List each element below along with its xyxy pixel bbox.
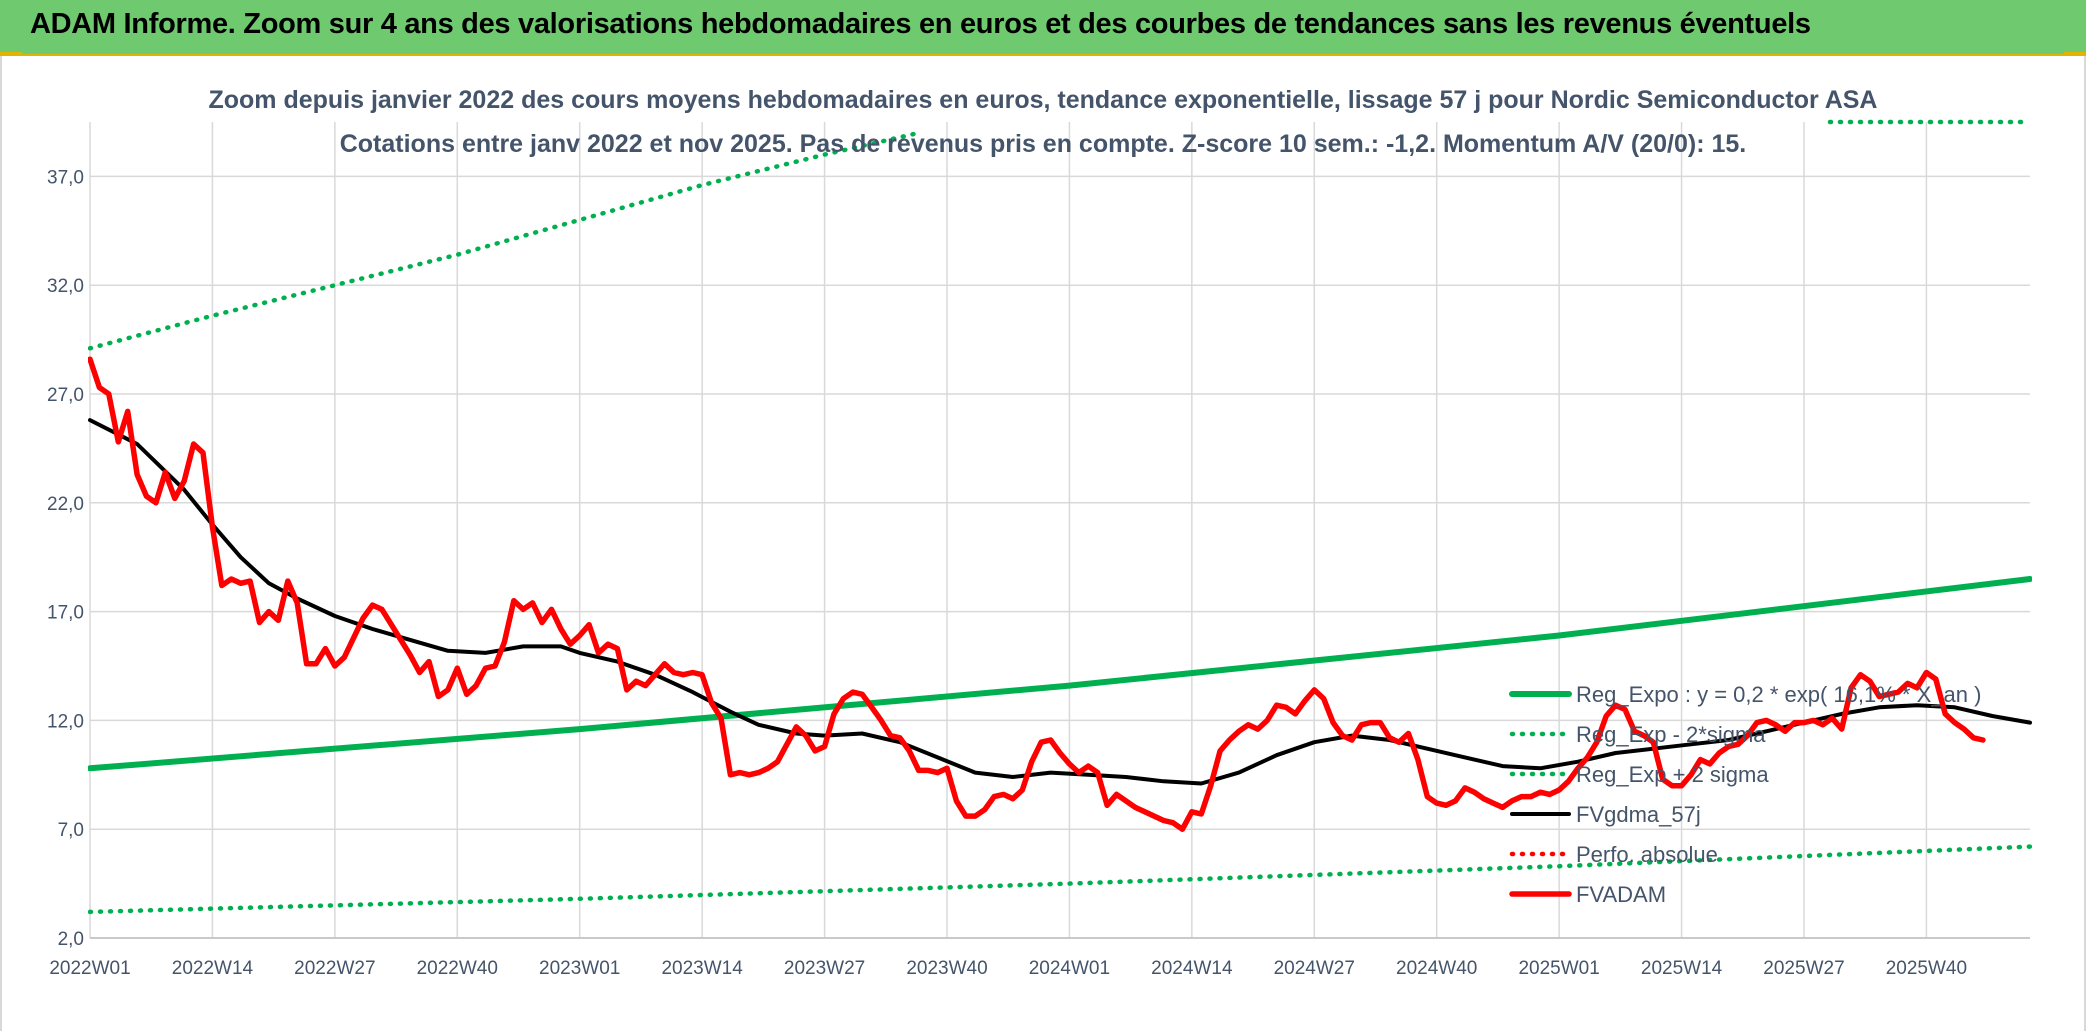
legend-label-4: Perfo. absolue [1576, 842, 1718, 867]
series-line-2 [88, 130, 921, 351]
x-tick-label: 2022W40 [417, 958, 498, 979]
y-tick-label: 12,0 [47, 711, 84, 732]
x-tick-label: 2022W14 [172, 958, 254, 979]
banner-accent-left [0, 52, 22, 56]
x-tick-label: 2024W01 [1029, 958, 1110, 979]
y-tick-label: 17,0 [47, 603, 84, 624]
x-tick-label: 2022W01 [49, 958, 130, 979]
header-banner: ADAM Informe. Zoom sur 4 ans des valoris… [0, 0, 2086, 56]
page-title: ADAM Informe. Zoom sur 4 ans des valoris… [30, 8, 1811, 40]
x-tick-label: 2025W27 [1763, 958, 1844, 979]
y-tick-label: 7,0 [58, 820, 84, 841]
x-tick-label: 2023W27 [784, 958, 865, 979]
chart-subtitle: Cotations entre janv 2022 et nov 2025. P… [340, 130, 1747, 158]
x-tick-label: 2024W40 [1396, 958, 1477, 979]
x-tick-label: 2025W40 [1886, 958, 1967, 979]
x-tick-label: 2023W14 [661, 958, 743, 979]
y-tick-label: 32,0 [47, 276, 84, 297]
x-tick-label: 2023W01 [539, 958, 620, 979]
x-tick-label: 2024W27 [1274, 958, 1355, 979]
chart-frame [0, 56, 2086, 1031]
series-line-3 [88, 418, 2032, 786]
legend-label-1: Reg_Exp - 2*sigma [1576, 722, 1766, 747]
series-line-1 [88, 844, 2032, 915]
x-tick-label: 2024W14 [1151, 958, 1233, 979]
series-line-5 [88, 356, 1986, 832]
legend-label-2: Reg_Exp + 2 sigma [1576, 762, 1769, 787]
legend-label-0: Reg_Expo : y = 0,2 * exp( 16,1% * X_an ) [1576, 682, 1981, 707]
legend-label-5: FVADAM [1576, 882, 1666, 907]
y-tick-label: 22,0 [47, 494, 84, 515]
chart-series [88, 130, 2032, 915]
chart-grid [89, 122, 2030, 939]
chart-legend: Reg_Expo : y = 0,2 * exp( 16,1% * X_an )… [1509, 682, 1981, 907]
legend-label-3: FVgdma_57j [1576, 802, 1701, 827]
x-tick-label: 2022W27 [294, 958, 375, 979]
series-line-0 [88, 576, 2032, 772]
x-tick-label: 2025W14 [1641, 958, 1723, 979]
y-tick-label: 37,0 [47, 167, 84, 188]
chart-title: Zoom depuis janvier 2022 des cours moyen… [208, 86, 1877, 114]
y-tick-label: 2,0 [58, 929, 84, 950]
x-tick-label: 2025W01 [1518, 958, 1599, 979]
x-tick-label: 2023W40 [906, 958, 987, 979]
y-tick-label: 27,0 [47, 385, 84, 406]
banner-accent-right [2064, 52, 2086, 56]
chart-axes: 2,0 7,0 12,0 17,0 22,0 27,0 32,0 37,0 2022W01 202… [47, 167, 2030, 979]
